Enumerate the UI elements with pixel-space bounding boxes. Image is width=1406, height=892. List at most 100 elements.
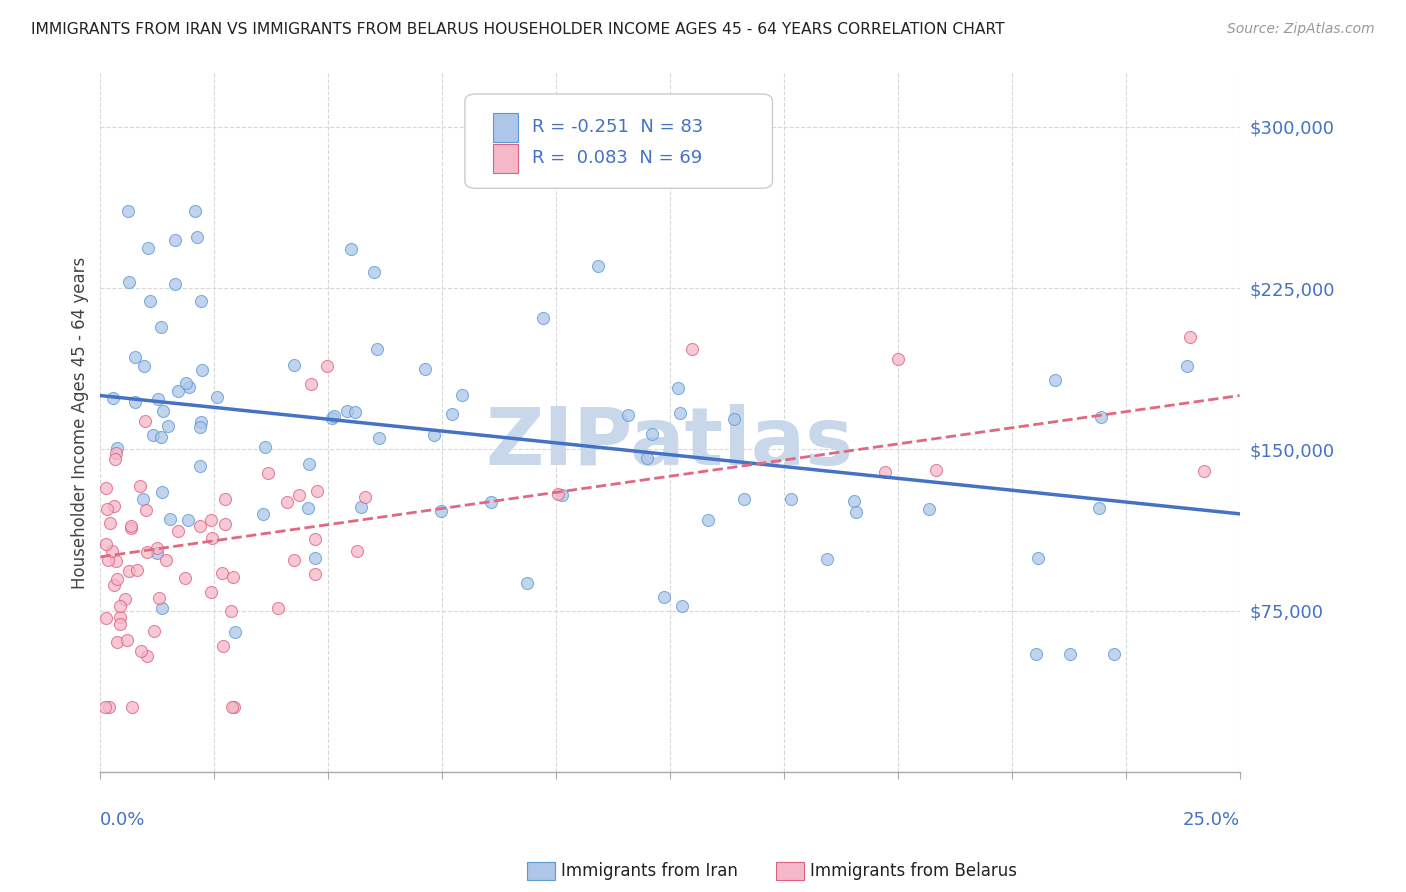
Point [366,343,388,357]
Point [842,493,865,508]
Point [918,502,941,516]
FancyBboxPatch shape [465,94,772,188]
Point [104,452,127,467]
Point [363,265,385,279]
Point [1059,647,1081,661]
Point [188,459,211,474]
Point [516,575,538,590]
Bar [494,112,519,142]
Point [219,604,242,618]
Point [188,518,211,533]
Point [1192,464,1215,478]
Point [221,700,243,714]
Point [873,465,896,479]
Point [186,229,208,244]
Point [174,571,197,585]
Point [1175,359,1198,374]
Point [257,466,280,480]
Point [423,428,446,442]
Point [551,488,574,502]
Point [340,242,363,256]
Point [117,204,139,219]
Point [146,541,169,555]
Point [101,391,124,405]
Point [283,358,305,372]
Point [150,320,173,334]
Point [276,495,298,509]
Point [211,566,233,580]
Y-axis label: Householder Income Ages 45 - 64 years: Householder Income Ages 45 - 64 years [72,256,89,589]
Point [103,578,125,592]
Point [252,507,274,521]
Point [100,544,122,558]
Point [108,609,131,624]
Text: ZIPatlas: ZIPatlas [486,404,853,483]
Point [652,590,675,604]
Point [98,700,121,714]
Point [304,533,326,547]
Point [136,241,159,255]
Point [681,342,703,356]
Point [136,649,159,664]
Point [139,294,162,309]
Point [150,484,173,499]
Point [441,407,464,421]
Text: 25.0%: 25.0% [1182,811,1240,829]
Point [115,633,138,648]
Point [1025,647,1047,661]
Point [165,233,187,247]
Point [125,563,148,577]
Point [637,451,659,466]
Point [135,545,157,559]
Point [368,431,391,445]
Point [159,512,181,526]
Point [96,502,118,516]
Point [105,634,128,648]
Point [353,491,375,505]
Point [316,359,339,373]
Point [586,259,609,273]
Point [415,362,437,376]
Point [531,310,554,325]
Point [307,483,329,498]
Point [321,411,343,425]
Point [98,516,121,531]
Text: Immigrants from Iran: Immigrants from Iran [561,862,738,880]
Point [105,442,128,456]
Point [190,419,212,434]
Point [697,513,720,527]
Point [201,531,224,545]
Point [177,380,200,394]
Point [166,384,188,398]
Point [177,513,200,527]
Point [190,293,212,308]
Point [200,513,222,527]
Point [120,521,142,535]
Point [155,553,177,567]
Point [224,700,246,714]
Point [118,564,141,578]
Point [298,457,321,471]
Point [105,572,128,586]
Point [212,639,235,653]
Point [887,352,910,367]
Point [283,552,305,566]
Point [304,550,326,565]
Point [671,599,693,613]
Point [1178,330,1201,344]
Point [134,414,156,428]
Text: R =  0.083  N = 69: R = 0.083 N = 69 [531,149,703,167]
Bar [494,144,519,173]
Point [616,408,638,422]
Point [129,479,152,493]
Point [131,644,153,658]
Point [184,204,207,219]
Point [429,504,451,518]
Point [190,415,212,429]
Point [1043,373,1066,387]
Point [132,359,155,373]
Point [1102,647,1125,661]
Point [191,363,214,377]
Point [267,600,290,615]
Point [1088,501,1111,516]
